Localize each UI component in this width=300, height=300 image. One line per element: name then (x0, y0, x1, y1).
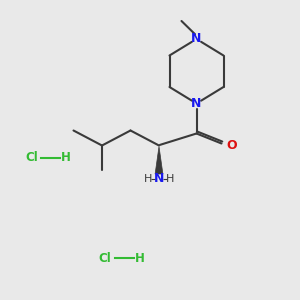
Text: H: H (143, 173, 152, 184)
Text: Cl: Cl (99, 251, 111, 265)
Text: H: H (61, 151, 71, 164)
Text: N: N (191, 32, 202, 46)
Text: N: N (154, 172, 164, 185)
Text: H: H (135, 251, 144, 265)
Polygon shape (155, 146, 163, 174)
Text: O: O (226, 139, 237, 152)
Text: N: N (191, 97, 202, 110)
Text: Cl: Cl (25, 151, 38, 164)
Text: H: H (166, 173, 175, 184)
